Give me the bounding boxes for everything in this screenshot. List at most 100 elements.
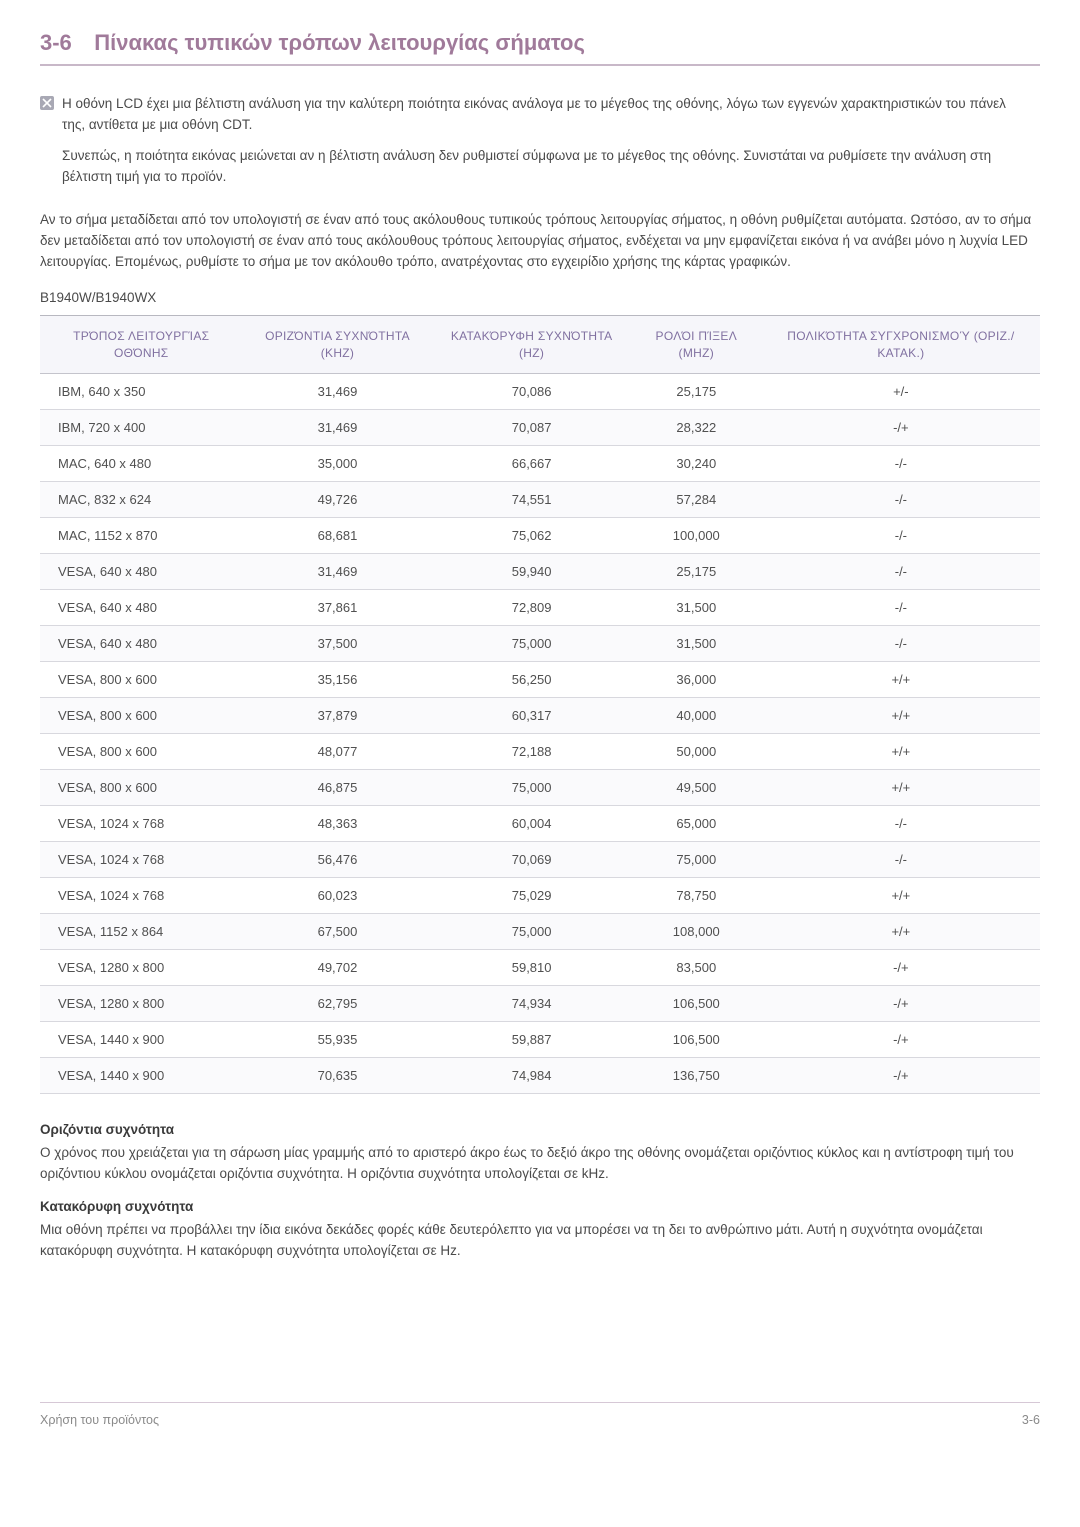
cell-value: 70,069	[432, 841, 630, 877]
cell-value: 31,469	[243, 373, 433, 409]
cell-value: 75,029	[432, 877, 630, 913]
cell-value: +/-	[762, 373, 1040, 409]
cell-value: 31,469	[243, 553, 433, 589]
cell-value: 78,750	[631, 877, 762, 913]
table-row: VESA, 800 x 60037,87960,31740,000+/+	[40, 697, 1040, 733]
cell-value: 75,000	[432, 769, 630, 805]
table-row: VESA, 800 x 60046,87575,00049,500+/+	[40, 769, 1040, 805]
cell-value: 49,726	[243, 481, 433, 517]
cell-value: 106,500	[631, 1021, 762, 1057]
cell-mode: MAC, 832 x 624	[40, 481, 243, 517]
cell-mode: VESA, 640 x 480	[40, 589, 243, 625]
cell-value: -/+	[762, 1057, 1040, 1093]
cell-value: 65,000	[631, 805, 762, 841]
cell-value: 62,795	[243, 985, 433, 1021]
cell-value: 36,000	[631, 661, 762, 697]
table-row: VESA, 640 x 48031,46959,94025,175-/-	[40, 553, 1040, 589]
cell-mode: VESA, 1440 x 900	[40, 1021, 243, 1057]
cell-value: 74,984	[432, 1057, 630, 1093]
cell-value: 48,363	[243, 805, 433, 841]
cell-value: -/-	[762, 517, 1040, 553]
cell-value: -/-	[762, 841, 1040, 877]
table-row: VESA, 1280 x 80062,79574,934106,500-/+	[40, 985, 1040, 1021]
note-para-2: Συνεπώς, η ποιότητα εικόνας μειώνεται αν…	[62, 146, 1030, 188]
table-row: VESA, 1440 x 90070,63574,984136,750-/+	[40, 1057, 1040, 1093]
cell-value: 67,500	[243, 913, 433, 949]
table-header-row: ΤΡΌΠΟΣ ΛΕΙΤΟΥΡΓΊΑΣ ΟΘΌΝΗΣ ΟΡΙΖΌΝΤΙΑ ΣΥΧΝ…	[40, 316, 1040, 373]
cell-value: +/+	[762, 697, 1040, 733]
cell-value: -/+	[762, 949, 1040, 985]
cell-value: -/+	[762, 985, 1040, 1021]
signal-mode-table: ΤΡΌΠΟΣ ΛΕΙΤΟΥΡΓΊΑΣ ΟΘΌΝΗΣ ΟΡΙΖΌΝΤΙΑ ΣΥΧΝ…	[40, 315, 1040, 1093]
vert-freq-heading: Κατακόρυφη συχνότητα	[40, 1199, 1040, 1214]
cell-value: -/-	[762, 445, 1040, 481]
cell-mode: VESA, 800 x 600	[40, 769, 243, 805]
cell-mode: VESA, 1152 x 864	[40, 913, 243, 949]
cell-value: 75,062	[432, 517, 630, 553]
cell-value: 46,875	[243, 769, 433, 805]
cell-value: -/+	[762, 409, 1040, 445]
cell-mode: VESA, 640 x 480	[40, 625, 243, 661]
cell-value: 40,000	[631, 697, 762, 733]
col-vfreq: ΚΑΤΑΚΌΡΥΦΗ ΣΥΧΝΌΤΗΤΑ (HZ)	[432, 316, 630, 373]
cell-mode: MAC, 1152 x 870	[40, 517, 243, 553]
table-row: VESA, 800 x 60035,15656,25036,000+/+	[40, 661, 1040, 697]
table-row: VESA, 640 x 48037,86172,80931,500-/-	[40, 589, 1040, 625]
col-hfreq: ΟΡΙΖΌΝΤΙΑ ΣΥΧΝΌΤΗΤΑ (KHZ)	[243, 316, 433, 373]
cell-value: 49,702	[243, 949, 433, 985]
table-row: VESA, 1280 x 80049,70259,81083,500-/+	[40, 949, 1040, 985]
col-polar: ΠΟΛΙΚΌΤΗΤΑ ΣΥΓΧΡΟΝΙΣΜΟΎ (ΟΡΙΖ./ΚΑΤΑΚ.)	[762, 316, 1040, 373]
footer-page-number: 3-6	[1022, 1413, 1040, 1427]
cell-value: 66,667	[432, 445, 630, 481]
cell-value: 106,500	[631, 985, 762, 1021]
section-heading: 3-6 Πίνακας τυπικών τρόπων λειτουργίας σ…	[40, 30, 1040, 66]
cell-value: 31,500	[631, 589, 762, 625]
cell-value: 75,000	[432, 625, 630, 661]
cell-value: +/+	[762, 877, 1040, 913]
cell-mode: VESA, 1024 x 768	[40, 841, 243, 877]
table-row: VESA, 1024 x 76856,47670,06975,000-/-	[40, 841, 1040, 877]
cell-value: 59,887	[432, 1021, 630, 1057]
cell-mode: IBM, 640 x 350	[40, 373, 243, 409]
cell-value: 75,000	[432, 913, 630, 949]
cell-value: 56,250	[432, 661, 630, 697]
cell-mode: IBM, 720 x 400	[40, 409, 243, 445]
cell-value: 136,750	[631, 1057, 762, 1093]
section-number: 3-6	[40, 30, 72, 55]
cell-mode: VESA, 800 x 600	[40, 733, 243, 769]
cell-mode: VESA, 800 x 600	[40, 697, 243, 733]
cell-mode: VESA, 800 x 600	[40, 661, 243, 697]
cell-value: 35,156	[243, 661, 433, 697]
cell-value: +/+	[762, 913, 1040, 949]
cell-value: 28,322	[631, 409, 762, 445]
cell-value: 83,500	[631, 949, 762, 985]
cell-value: 72,188	[432, 733, 630, 769]
cell-value: 59,810	[432, 949, 630, 985]
cell-value: 50,000	[631, 733, 762, 769]
cell-value: 72,809	[432, 589, 630, 625]
table-row: MAC, 640 x 48035,00066,66730,240-/-	[40, 445, 1040, 481]
cell-value: 31,469	[243, 409, 433, 445]
cell-mode: VESA, 1280 x 800	[40, 949, 243, 985]
cell-value: 37,861	[243, 589, 433, 625]
cell-value: 70,086	[432, 373, 630, 409]
cell-value: 48,077	[243, 733, 433, 769]
cell-value: -/-	[762, 553, 1040, 589]
cell-value: 70,635	[243, 1057, 433, 1093]
note-icon	[40, 96, 54, 110]
cell-value: -/-	[762, 589, 1040, 625]
cell-value: 25,175	[631, 373, 762, 409]
section-title: Πίνακας τυπικών τρόπων λειτουργίας σήματ…	[94, 30, 585, 55]
table-row: VESA, 640 x 48037,50075,00031,500-/-	[40, 625, 1040, 661]
note-para-1: Η οθόνη LCD έχει μια βέλτιστη ανάλυση γι…	[62, 94, 1030, 136]
cell-value: +/+	[762, 769, 1040, 805]
cell-value: -/-	[762, 625, 1040, 661]
table-row: MAC, 832 x 62449,72674,55157,284-/-	[40, 481, 1040, 517]
table-row: VESA, 1024 x 76860,02375,02978,750+/+	[40, 877, 1040, 913]
cell-value: 30,240	[631, 445, 762, 481]
cell-value: -/-	[762, 805, 1040, 841]
cell-value: 55,935	[243, 1021, 433, 1057]
table-row: VESA, 1024 x 76848,36360,00465,000-/-	[40, 805, 1040, 841]
cell-value: 74,551	[432, 481, 630, 517]
cell-value: 49,500	[631, 769, 762, 805]
